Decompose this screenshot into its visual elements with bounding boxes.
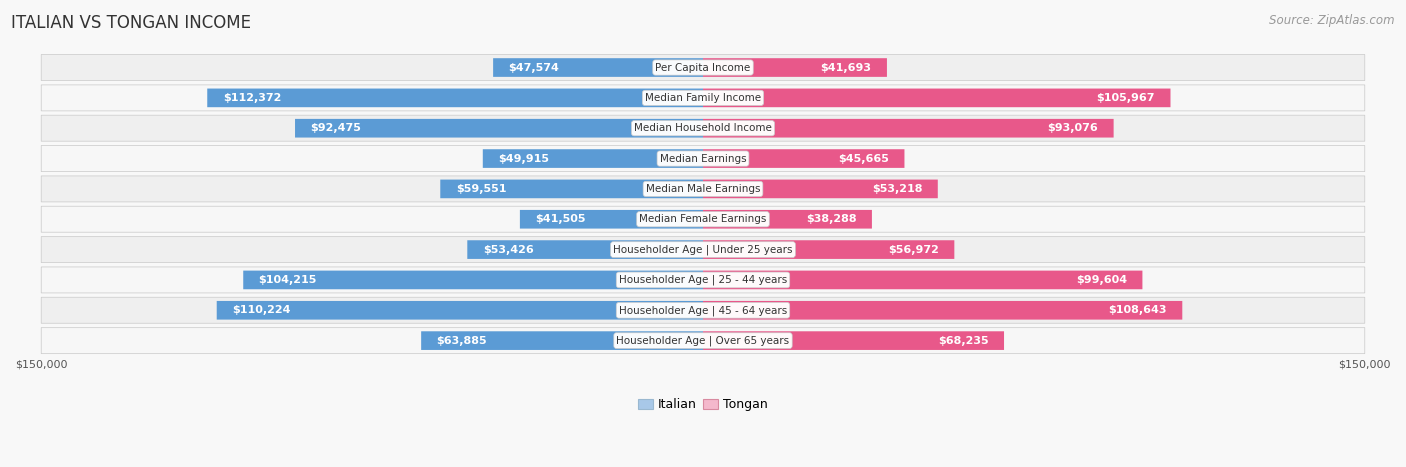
Text: Source: ZipAtlas.com: Source: ZipAtlas.com: [1270, 14, 1395, 27]
Text: $110,224: $110,224: [232, 305, 291, 315]
Legend: Italian, Tongan: Italian, Tongan: [633, 393, 773, 416]
Text: Householder Age | Over 65 years: Householder Age | Over 65 years: [616, 335, 790, 346]
Text: $108,643: $108,643: [1108, 305, 1167, 315]
FancyBboxPatch shape: [482, 149, 703, 168]
FancyBboxPatch shape: [703, 240, 955, 259]
Text: $63,885: $63,885: [437, 336, 488, 346]
Text: $59,551: $59,551: [456, 184, 506, 194]
Text: Median Male Earnings: Median Male Earnings: [645, 184, 761, 194]
FancyBboxPatch shape: [295, 119, 703, 138]
FancyBboxPatch shape: [41, 115, 1365, 141]
FancyBboxPatch shape: [41, 267, 1365, 293]
Text: Householder Age | Under 25 years: Householder Age | Under 25 years: [613, 244, 793, 255]
Text: $99,604: $99,604: [1076, 275, 1128, 285]
Text: $53,426: $53,426: [482, 245, 533, 255]
FancyBboxPatch shape: [520, 210, 703, 228]
Text: Median Earnings: Median Earnings: [659, 154, 747, 163]
FancyBboxPatch shape: [703, 301, 1182, 319]
FancyBboxPatch shape: [41, 328, 1365, 354]
Text: Householder Age | 25 - 44 years: Householder Age | 25 - 44 years: [619, 275, 787, 285]
Text: Median Female Earnings: Median Female Earnings: [640, 214, 766, 224]
Text: $41,505: $41,505: [536, 214, 586, 224]
Text: $104,215: $104,215: [259, 275, 318, 285]
FancyBboxPatch shape: [422, 331, 703, 350]
FancyBboxPatch shape: [467, 240, 703, 259]
Text: $56,972: $56,972: [889, 245, 939, 255]
FancyBboxPatch shape: [703, 89, 1170, 107]
Text: $112,372: $112,372: [222, 93, 281, 103]
FancyBboxPatch shape: [703, 270, 1143, 289]
Text: $68,235: $68,235: [938, 336, 988, 346]
Text: $41,693: $41,693: [821, 63, 872, 72]
FancyBboxPatch shape: [41, 206, 1365, 232]
Text: $53,218: $53,218: [872, 184, 922, 194]
Text: $92,475: $92,475: [311, 123, 361, 133]
FancyBboxPatch shape: [41, 237, 1365, 262]
Text: $45,665: $45,665: [838, 154, 889, 163]
FancyBboxPatch shape: [41, 297, 1365, 323]
Text: Median Household Income: Median Household Income: [634, 123, 772, 133]
Text: Median Family Income: Median Family Income: [645, 93, 761, 103]
FancyBboxPatch shape: [703, 331, 1004, 350]
Text: Householder Age | 45 - 64 years: Householder Age | 45 - 64 years: [619, 305, 787, 316]
FancyBboxPatch shape: [41, 176, 1365, 202]
Text: $38,288: $38,288: [806, 214, 856, 224]
Text: $93,076: $93,076: [1047, 123, 1098, 133]
FancyBboxPatch shape: [703, 180, 938, 198]
FancyBboxPatch shape: [703, 210, 872, 228]
FancyBboxPatch shape: [207, 89, 703, 107]
FancyBboxPatch shape: [494, 58, 703, 77]
Text: Per Capita Income: Per Capita Income: [655, 63, 751, 72]
FancyBboxPatch shape: [41, 55, 1365, 80]
Text: ITALIAN VS TONGAN INCOME: ITALIAN VS TONGAN INCOME: [11, 14, 252, 32]
FancyBboxPatch shape: [243, 270, 703, 289]
Text: $105,967: $105,967: [1097, 93, 1156, 103]
FancyBboxPatch shape: [703, 58, 887, 77]
FancyBboxPatch shape: [217, 301, 703, 319]
FancyBboxPatch shape: [41, 146, 1365, 171]
FancyBboxPatch shape: [703, 119, 1114, 138]
Text: $49,915: $49,915: [498, 154, 550, 163]
Text: $47,574: $47,574: [509, 63, 560, 72]
FancyBboxPatch shape: [440, 180, 703, 198]
FancyBboxPatch shape: [703, 149, 904, 168]
FancyBboxPatch shape: [41, 85, 1365, 111]
